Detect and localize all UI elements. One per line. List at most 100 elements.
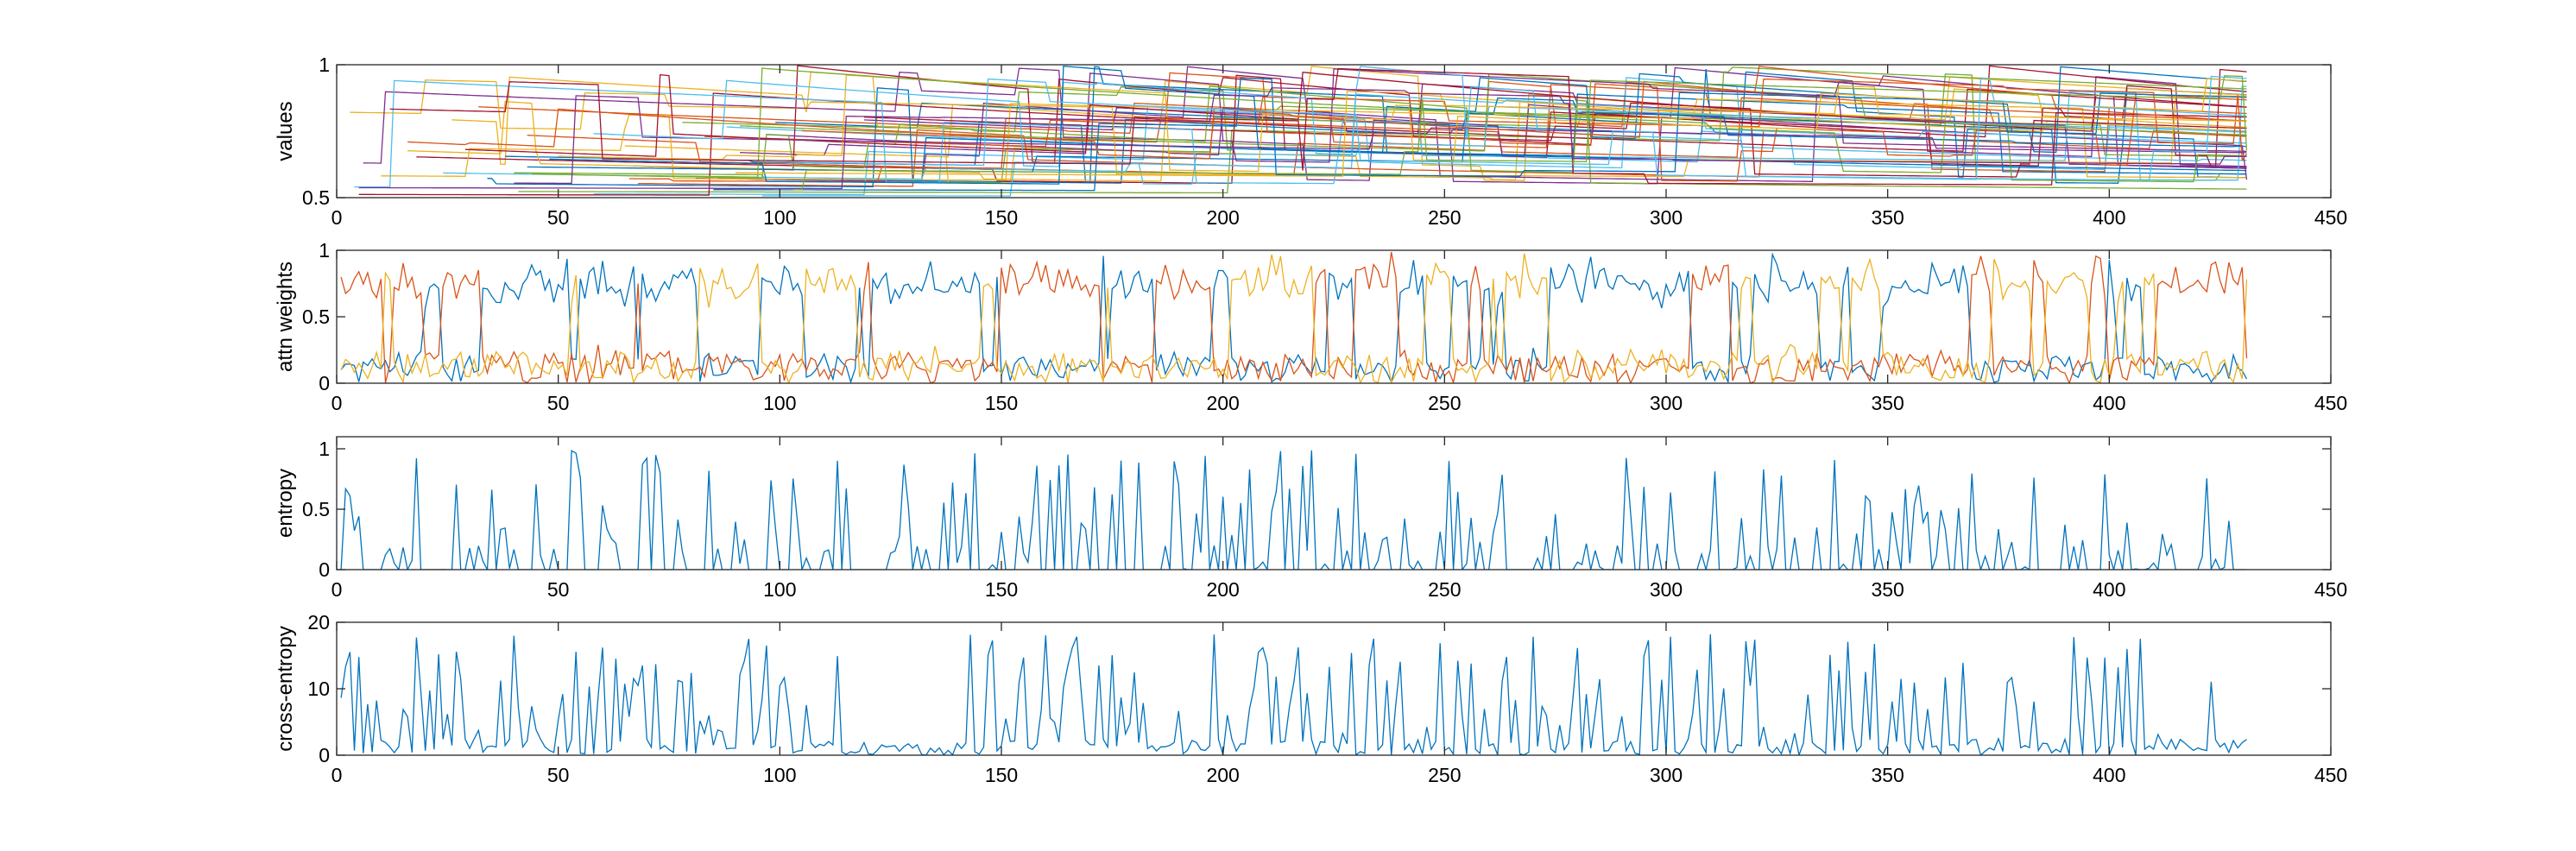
y-tick-label: 1 [319, 438, 330, 460]
x-tick-label: 350 [1871, 764, 1904, 786]
series-line [358, 87, 2247, 190]
x-tick-label: 450 [2314, 206, 2347, 229]
series-line [340, 634, 2247, 755]
series-line [863, 83, 2247, 168]
x-tick-label: 300 [1650, 206, 1683, 229]
x-tick-label: 100 [763, 578, 796, 601]
series-line [792, 75, 2248, 191]
x-tick-label: 250 [1428, 764, 1461, 786]
plot-background [337, 622, 2331, 755]
series-line [358, 88, 2247, 196]
series-line [518, 66, 2247, 194]
series-line [624, 66, 2247, 181]
x-tick-label: 50 [547, 578, 570, 601]
series-line [407, 66, 2247, 160]
series-line [736, 85, 2247, 177]
x-tick-label: 100 [763, 206, 796, 229]
y-tick-label: 1 [319, 239, 330, 262]
x-tick-label: 300 [1650, 578, 1683, 601]
y-axis-label: values [274, 101, 297, 161]
x-tick-label: 0 [331, 578, 343, 601]
x-tick-label: 100 [763, 764, 796, 786]
x-tick-label: 150 [985, 206, 1018, 229]
series-line [638, 129, 2247, 187]
x-tick-label: 200 [1206, 578, 1239, 601]
series-line [531, 85, 2247, 190]
y-axis-label: cross-entropy [274, 626, 297, 751]
x-tick-label: 450 [2314, 392, 2347, 414]
x-tick-label: 50 [547, 764, 570, 786]
x-tick-label: 400 [2093, 206, 2125, 229]
series-line [704, 72, 2247, 182]
axes-box [336, 436, 2332, 570]
series-line [628, 78, 2248, 183]
y-tick-label: 0.5 [302, 498, 330, 520]
x-tick-label: 50 [547, 206, 570, 229]
x-tick-label: 200 [1206, 764, 1239, 786]
x-tick-label: 50 [547, 392, 570, 414]
x-tick-label: 250 [1428, 206, 1461, 229]
y-tick-label: 0 [319, 558, 330, 581]
x-tick-label: 350 [1871, 206, 1904, 229]
subplot-cross-entropy: 0 50 100 150 200 250 300 350 400 450 0 10 20 cross-en… [274, 611, 2347, 786]
series-line [381, 98, 2247, 181]
series-line [766, 75, 2247, 181]
x-tick-label: 0 [331, 392, 343, 414]
y-tick-label: 10 [307, 678, 330, 700]
series-group [340, 251, 2248, 383]
x-tick-label: 250 [1428, 578, 1461, 601]
series-line [451, 71, 2247, 184]
series-line [363, 67, 2247, 164]
subplot-entropy: 0 50 100 150 200 250 300 350 400 450 0 0.5 1 entropy [274, 436, 2347, 601]
x-tick-label: 400 [2093, 392, 2125, 414]
series-group [350, 65, 2248, 197]
series-line [514, 95, 2247, 185]
x-tick-label: 150 [985, 764, 1018, 786]
x-tick-label: 150 [985, 392, 1018, 414]
y-axis-label: entropy [274, 469, 297, 538]
series-line [713, 77, 2247, 192]
axes-box [336, 64, 2332, 199]
series-line [487, 66, 2247, 188]
x-tick-label: 0 [331, 206, 343, 229]
series-line [740, 66, 2247, 185]
series-line [593, 77, 2247, 196]
subplot-attn-weights: 0 50 100 150 200 250 300 350 400 450 0 0.5 1 attn wei… [274, 239, 2347, 414]
x-tick-label: 0 [331, 764, 343, 786]
series-line [478, 84, 2247, 173]
x-tick-label: 350 [1871, 392, 1904, 414]
x-tick-label: 400 [2093, 764, 2125, 786]
series-line [558, 74, 2247, 173]
y-tick-label: 0 [319, 372, 330, 394]
x-tick-label: 200 [1206, 392, 1239, 414]
series-group [340, 450, 2247, 570]
x-tick-label: 150 [985, 578, 1018, 601]
series-line [775, 69, 2247, 184]
series-line [633, 67, 2247, 178]
y-tick-label: 0.5 [302, 306, 330, 328]
x-tick-label: 450 [2314, 764, 2347, 786]
y-tick-label: 0 [319, 744, 330, 766]
series-line [340, 253, 2248, 383]
series-line [389, 67, 2247, 186]
series-line [340, 450, 2247, 570]
series-line [863, 102, 2247, 178]
series-line [340, 252, 2248, 383]
x-tick-label: 300 [1650, 392, 1683, 414]
series-line [549, 65, 2247, 185]
y-tick-label: 1 [319, 54, 330, 76]
x-tick-label: 250 [1428, 392, 1461, 414]
x-tick-label: 350 [1871, 578, 1904, 601]
x-tick-label: 300 [1650, 764, 1683, 786]
series-group [340, 634, 2247, 755]
series-line [340, 251, 2248, 383]
x-tick-label: 100 [763, 392, 796, 414]
plot-background [337, 437, 2331, 570]
y-tick-label: 20 [307, 611, 330, 634]
x-tick-label: 200 [1206, 206, 1239, 229]
subplot-values: 0 50 100 150 200 250 300 350 400 450 0.5 1 values [274, 54, 2347, 229]
x-tick-label: 450 [2314, 578, 2347, 601]
y-axis-label: attn weights [274, 262, 297, 372]
x-tick-label: 400 [2093, 578, 2125, 601]
